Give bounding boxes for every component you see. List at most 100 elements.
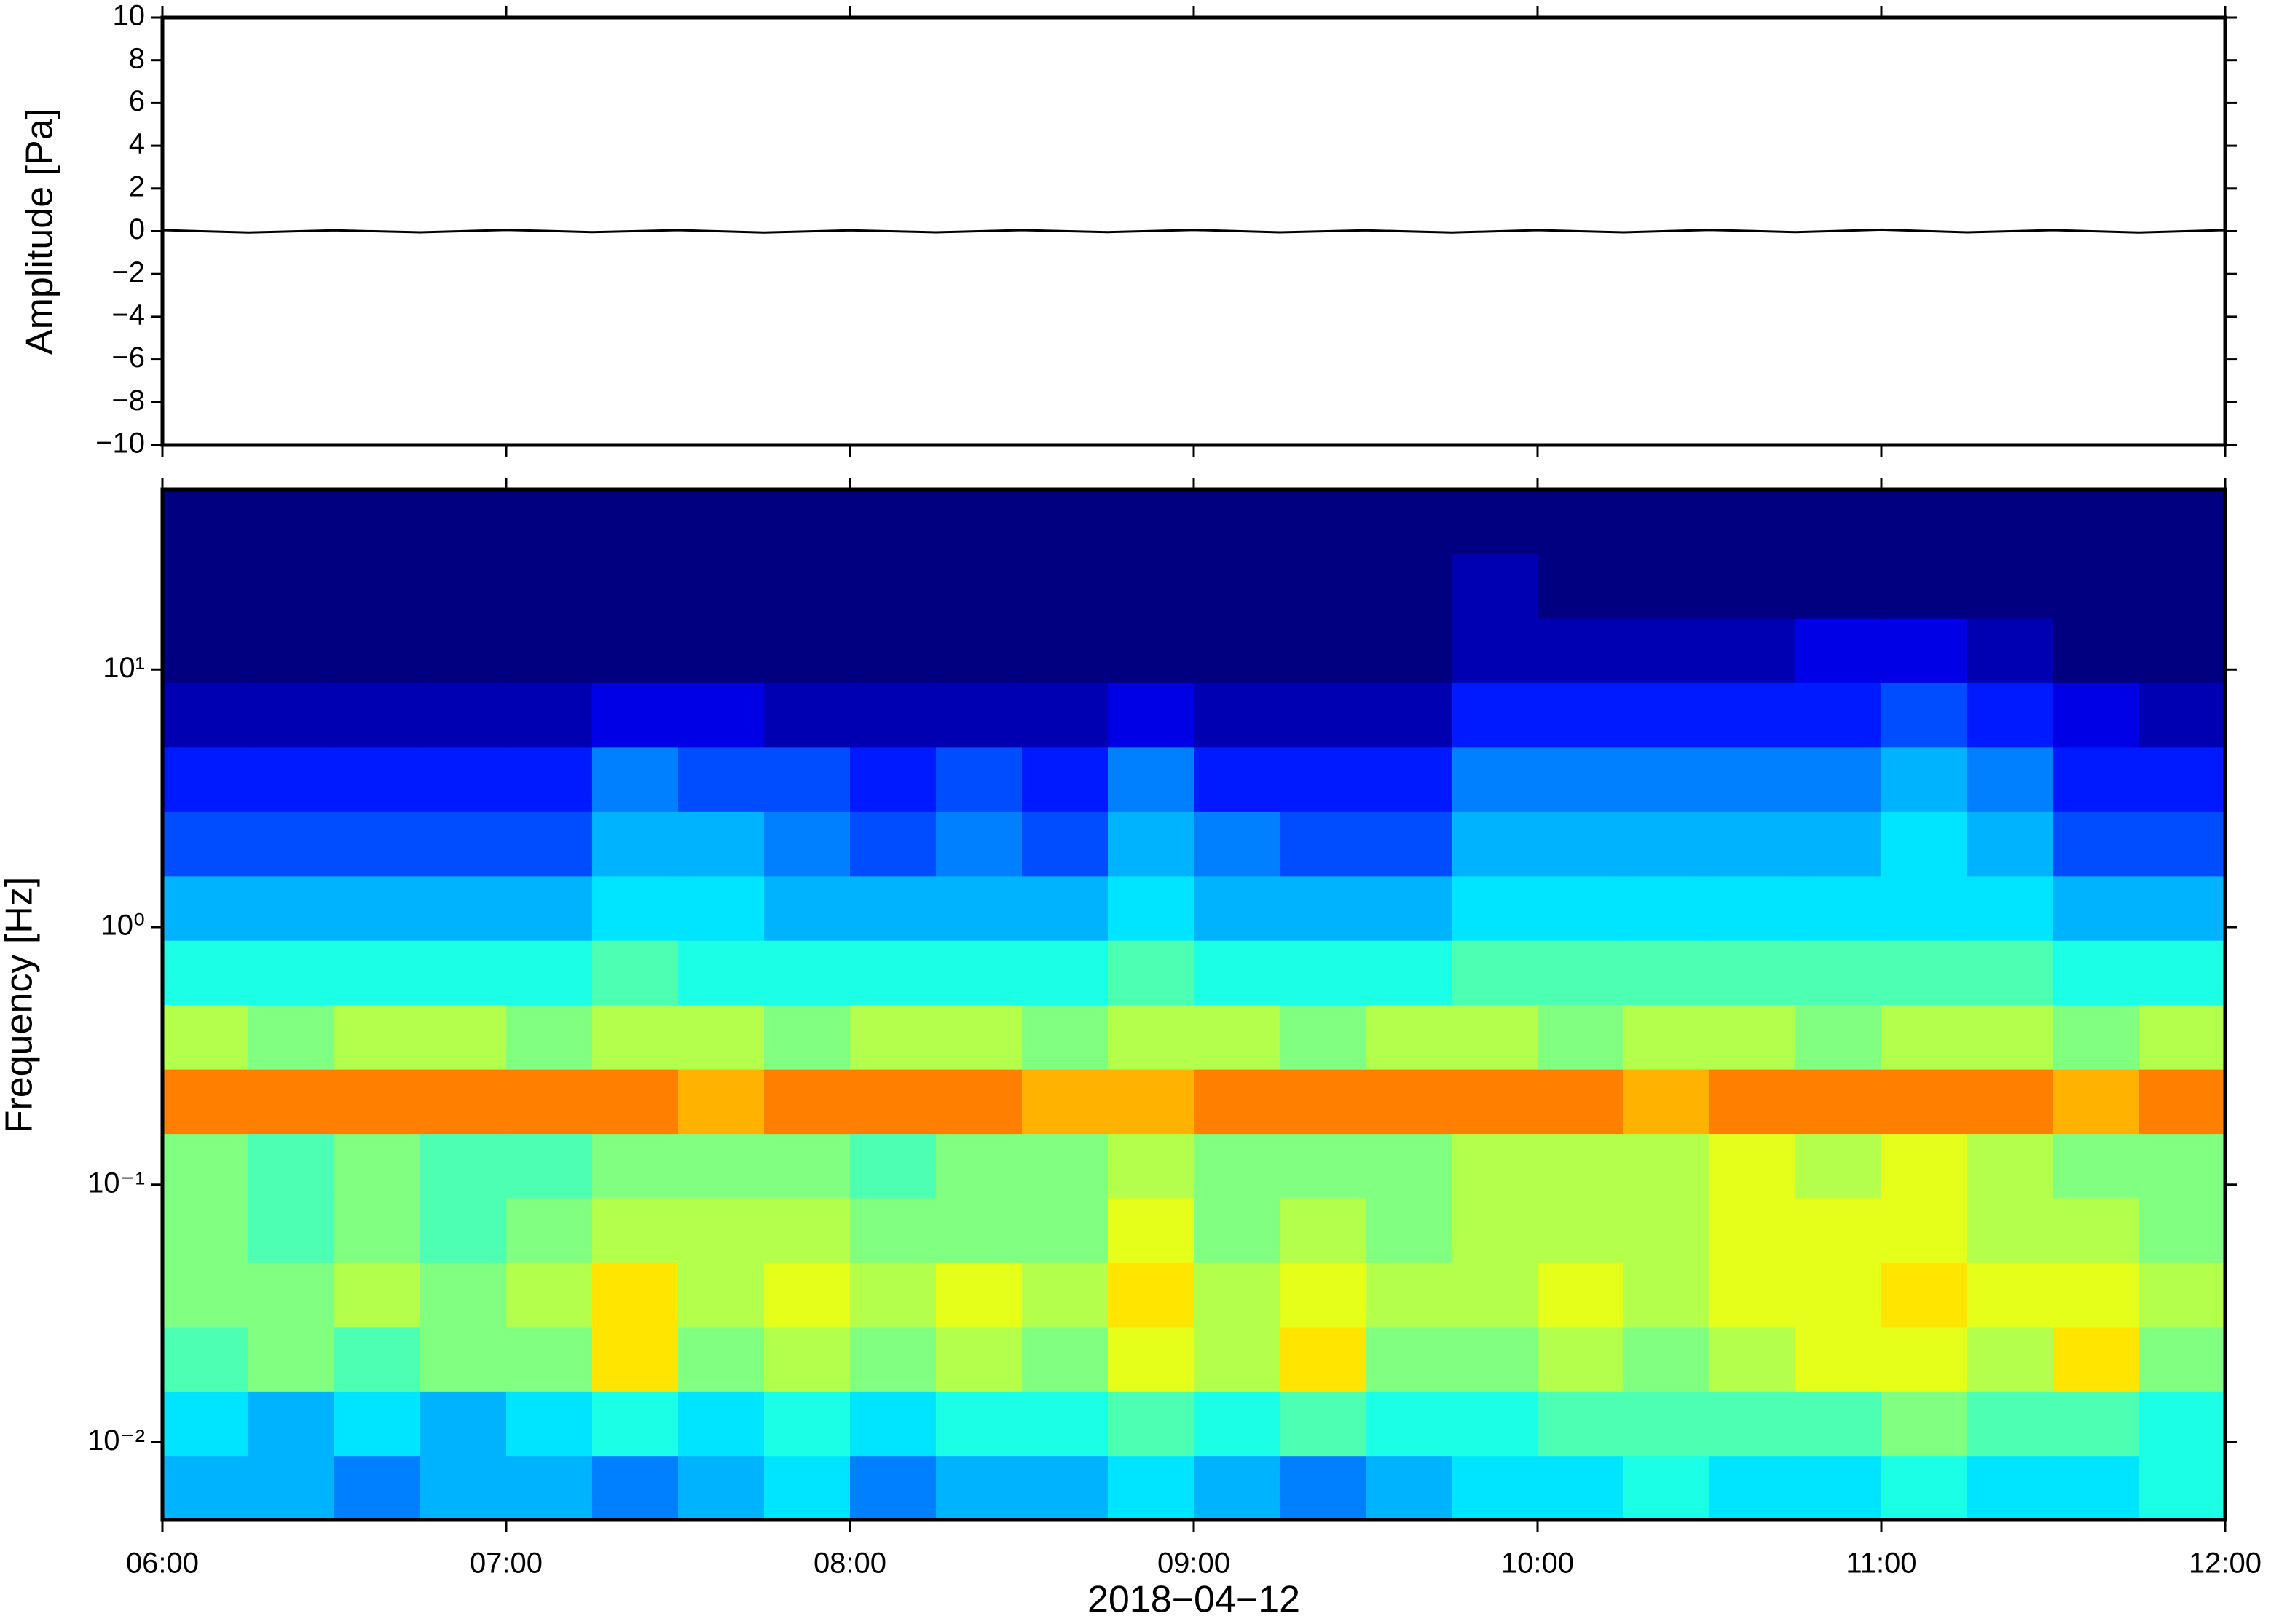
heatmap-cell [1967,746,2054,812]
heatmap-cell [1452,618,1538,683]
heatmap-cell [1881,618,1968,683]
y-tick-label: 8 [129,42,145,74]
heatmap-cell [2139,811,2226,877]
heatmap-cell [592,746,679,812]
heatmap-cell [1709,1455,1796,1521]
heatmap-cell [1366,875,1452,941]
heatmap-cell [334,811,421,877]
heatmap-cell [420,875,507,941]
heatmap-cell [420,1133,507,1199]
heatmap-cell [1795,1004,1882,1070]
heatmap-cell [334,1197,421,1263]
heatmap-cell [1022,553,1109,619]
heatmap-cell [420,811,507,877]
heatmap-cell [162,875,249,941]
heatmap-cell [2053,1069,2140,1135]
heatmap-cell [2139,489,2226,555]
heatmap-cell [1709,489,1796,555]
heatmap-cell [1795,1197,1882,1263]
heatmap-cell [162,618,249,683]
heatmap-cell [764,875,851,941]
heatmap-cell [764,618,851,683]
heatmap-cell [162,1004,249,1070]
heatmap-cell [1795,1391,1882,1457]
heatmap-cell [1366,553,1452,619]
heatmap-cell [1194,1262,1280,1328]
heatmap-cell [1108,1004,1194,1070]
heatmap-cell [1194,1455,1280,1521]
heatmap-cell [1709,553,1796,619]
heatmap-cell [1538,682,1624,748]
waveform [162,228,2226,234]
heatmap-cell [592,811,679,877]
heatmap-cell [506,618,593,683]
heatmap-cell [1538,940,1624,1006]
heatmap-cell [678,1133,765,1199]
heatmap-cell [1881,682,1968,748]
heatmap-cell [2139,1455,2226,1521]
heatmap-cell [1538,1455,1624,1521]
heatmap-cell [1194,940,1280,1006]
heatmap-cell [248,682,335,748]
heatmap-cell [1538,811,1624,877]
heatmap-cell [2053,1455,2140,1521]
heatmap-cell [678,618,765,683]
heatmap-cell [2139,940,2226,1006]
heatmap-cell [248,746,335,812]
heatmap-cell [1366,1455,1452,1521]
heatmap-cell [248,811,335,877]
heatmap-cell [1022,811,1109,877]
heatmap-cell [248,1004,335,1070]
heatmap-cell [764,1262,851,1328]
heatmap-cell [248,875,335,941]
heatmap-cell [1280,1326,1366,1392]
heatmap-cell [678,1455,765,1521]
heatmap-cell [1452,811,1538,877]
heatmap-cell [420,1004,507,1070]
heatmap-cell [1280,553,1366,619]
heatmap-cell [1538,875,1624,941]
heatmap-cell [162,1262,249,1328]
heatmap-cell [1795,1326,1882,1392]
heatmap-cell [420,682,507,748]
y-tick-label: 4 [129,128,145,160]
y-tick-label: 6 [129,85,145,117]
heatmap-cell [2053,618,2140,683]
heatmap-cell [1194,746,1280,812]
heatmap-cell [936,1069,1023,1135]
heatmap-cell [936,746,1023,812]
heatmap-cell [1194,1326,1280,1392]
heatmap-cell [678,489,765,555]
y-tick-label: −10 [95,427,145,460]
heatmap-cell [2053,1133,2140,1199]
heatmap-cell [1538,1133,1624,1199]
heatmap-cell [1538,618,1624,683]
heatmap-cell [1967,682,2054,748]
heatmap-cell [248,1262,335,1328]
heatmap-cell [1280,1004,1366,1070]
heatmap-cell [506,811,593,877]
heatmap-cell [420,940,507,1006]
x-axis-label: 2018−04−12 [1087,1579,1300,1621]
heatmap-cell [334,1133,421,1199]
heatmap-cell [1709,811,1796,877]
heatmap-cell [1709,746,1796,812]
heatmap-cell [1194,811,1280,877]
heatmap-cell [1795,489,1882,555]
heatmap-cell [334,746,421,812]
heatmap-cell [1881,1197,1968,1263]
heatmap-cell [1452,1004,1538,1070]
heatmap-cell [2053,746,2140,812]
heatmap-cell [936,553,1023,619]
heatmap-cell [1538,746,1624,812]
heatmap-cell [1538,1262,1624,1328]
heatmap-cell [1452,1069,1538,1135]
heatmap-cell [1709,618,1796,683]
heatmap-cell [334,618,421,683]
heatmap-cell [1967,875,2054,941]
heatmap-cell [1280,746,1366,812]
heatmap-cell [1623,1455,1710,1521]
heatmap-cell [850,940,937,1006]
x-tick-label: 09:00 [1157,1548,1230,1580]
